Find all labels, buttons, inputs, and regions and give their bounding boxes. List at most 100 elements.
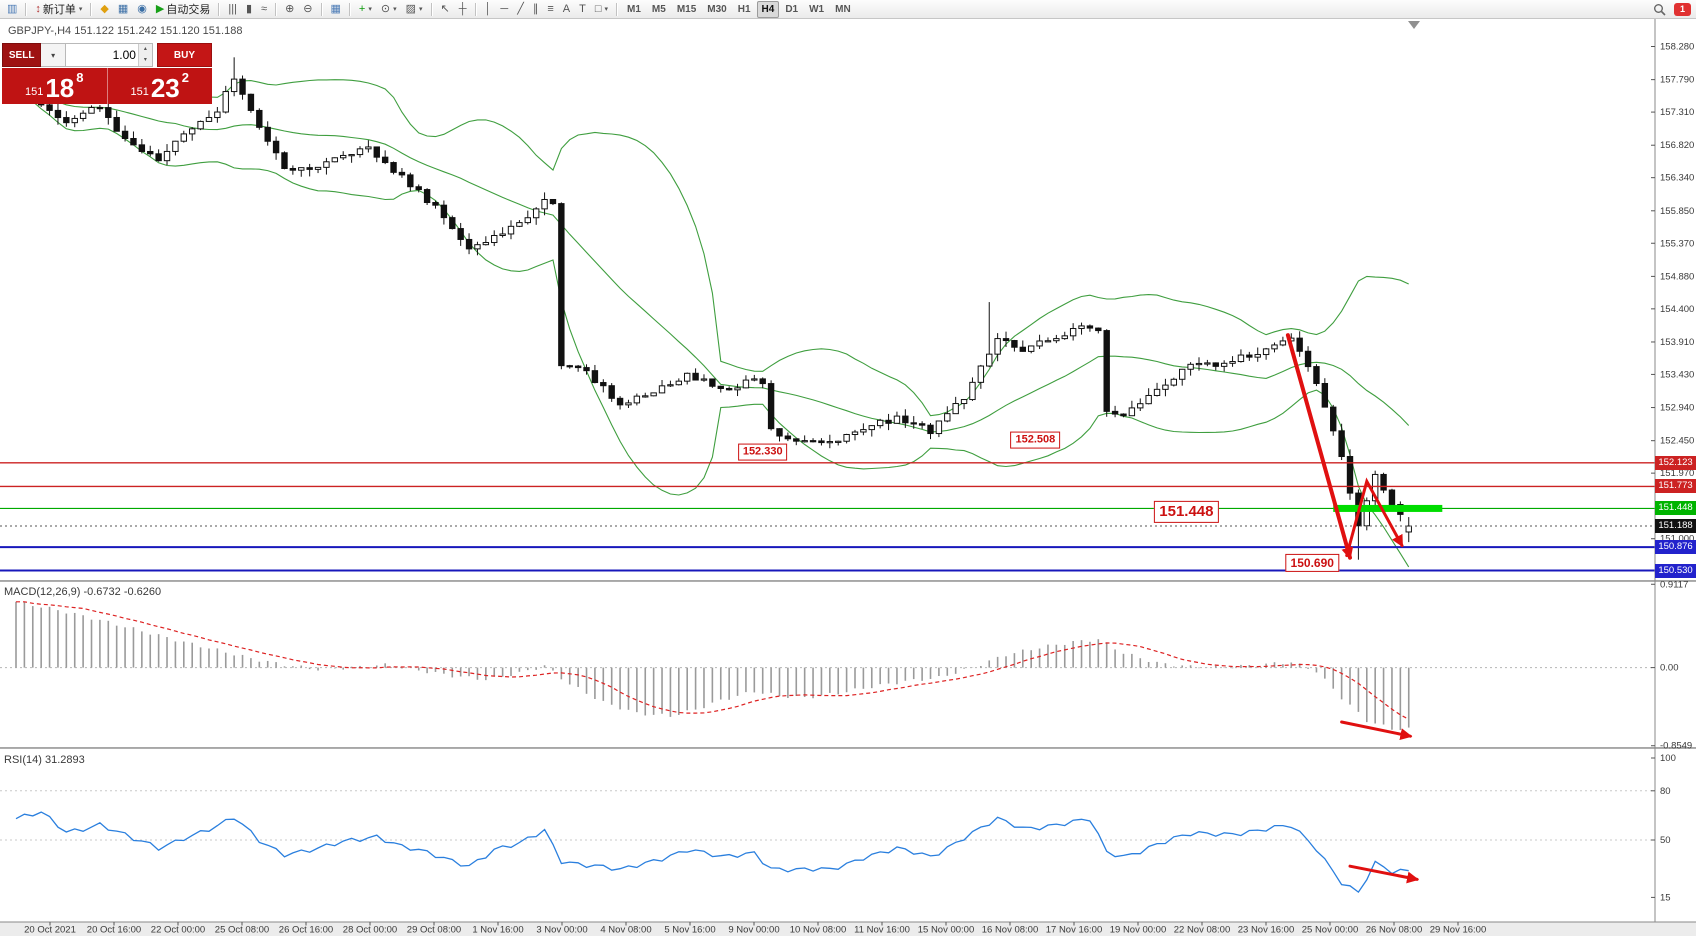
new-chart-icon: ▥ xyxy=(7,2,18,15)
new-chart-button[interactable]: ▥ xyxy=(3,1,21,18)
svg-text:17 Nov 16:00: 17 Nov 16:00 xyxy=(1046,925,1103,936)
fibonacci-button[interactable]: ≡ xyxy=(543,1,557,18)
vertical-line-button[interactable]: │ xyxy=(481,1,496,18)
sell-price-sup: 8 xyxy=(76,70,84,85)
toolbar-separator xyxy=(275,2,278,16)
new-order-button[interactable]: ↕ 新订单 ▾ xyxy=(31,1,86,18)
one-click-trading-panel: SELL ▾ ▴ ▾ BUY 151 18 8 xyxy=(2,43,212,104)
timeframe-m15-button[interactable]: M15 xyxy=(672,1,701,18)
new-order-icon: ↕ xyxy=(35,2,41,15)
candlestick-chart-button[interactable]: ▮ xyxy=(242,1,256,18)
new-order-label: 新订单 xyxy=(42,4,76,16)
crosshair-button[interactable]: ┼ xyxy=(455,1,471,18)
cursor-button[interactable]: ↖ xyxy=(437,1,454,18)
metaeditor-icon: ◆ xyxy=(100,2,109,15)
volume-input[interactable] xyxy=(65,44,138,66)
svg-text:15 Nov 00:00: 15 Nov 00:00 xyxy=(918,925,975,936)
tile-windows-button[interactable]: ▦ xyxy=(327,1,345,18)
shapes-button[interactable]: □ ▾ xyxy=(591,1,612,18)
zoom-in-button[interactable]: ⊕ xyxy=(281,1,298,18)
macd-label: MACD(12,26,9) -0.6732 -0.6260 xyxy=(4,586,162,598)
periods-button[interactable]: ⊙ ▾ xyxy=(377,1,401,18)
time-axis[interactable] xyxy=(0,921,1696,936)
navigator-button[interactable]: ◉ xyxy=(133,1,151,18)
cursor-icon: ↖ xyxy=(440,2,450,15)
text-label-button[interactable]: T xyxy=(575,1,590,18)
metaeditor-button[interactable]: ◆ xyxy=(96,1,112,18)
notification-badge[interactable]: 1 xyxy=(1674,2,1691,16)
price-axis[interactable]: 158.280 157.790 157.310 156.820 156.340 155.8… xyxy=(1651,19,1694,922)
svg-text:4 Nov 08:00: 4 Nov 08:00 xyxy=(600,925,651,936)
svg-text:80: 80 xyxy=(1660,786,1671,797)
time-axis-labels[interactable]: 20 Oct 2021 20 Oct 16:00 22 Oct 00:00 25 Oc… xyxy=(24,922,1486,936)
volume-up-button[interactable]: ▴ xyxy=(138,44,152,55)
timeframe-w1-button[interactable]: W1 xyxy=(804,1,829,18)
svg-text:11 Nov 16:00: 11 Nov 16:00 xyxy=(854,925,910,936)
axis-price-badge: 150.876 xyxy=(1655,540,1696,555)
svg-text:-0.8549: -0.8549 xyxy=(1660,741,1692,752)
timeframe-mn-button[interactable]: MN xyxy=(830,1,856,18)
svg-text:153.430: 153.430 xyxy=(1660,369,1694,380)
market-watch-button[interactable]: ▦ xyxy=(114,1,132,18)
svg-text:154.400: 154.400 xyxy=(1660,304,1694,315)
autotrading-label: 自动交易 xyxy=(166,4,211,16)
toolbar-right: 1 xyxy=(1649,0,1693,19)
svg-text:26 Oct 16:00: 26 Oct 16:00 xyxy=(279,925,333,936)
autotrading-button[interactable]: ▶ 自动交易 xyxy=(152,1,214,18)
svg-text:25 Nov 00:00: 25 Nov 00:00 xyxy=(1302,925,1359,936)
equidistant-channel-button[interactable]: ∥ xyxy=(529,1,543,18)
trendline-button[interactable]: ╱ xyxy=(513,1,528,18)
sell-price[interactable]: 151 18 8 xyxy=(2,68,107,104)
support-zone[interactable] xyxy=(1333,504,1443,512)
svg-text:3 Nov 00:00: 3 Nov 00:00 xyxy=(536,925,587,936)
horizontal-lines[interactable] xyxy=(0,462,1655,572)
svg-text:23 Nov 16:00: 23 Nov 16:00 xyxy=(1238,925,1295,936)
candlesticks xyxy=(12,57,1412,560)
timeframe-m30-button[interactable]: M30 xyxy=(702,1,731,18)
svg-text:156.340: 156.340 xyxy=(1660,173,1694,184)
svg-text:157.790: 157.790 xyxy=(1660,75,1694,86)
text-button[interactable]: A xyxy=(559,1,574,18)
toolbar-separator xyxy=(320,2,323,16)
horizontal-line-button[interactable]: ─ xyxy=(496,1,512,18)
templates-icon: ▨ xyxy=(405,2,416,15)
svg-text:28 Oct 00:00: 28 Oct 00:00 xyxy=(343,925,397,936)
axis-price-badge: 151.773 xyxy=(1655,479,1696,494)
axis-price-badge: 152.123 xyxy=(1655,455,1696,470)
svg-text:155.370: 155.370 xyxy=(1660,238,1694,249)
chevron-down-icon: ▾ xyxy=(419,6,423,13)
svg-text:20 Oct 2021: 20 Oct 2021 xyxy=(24,925,76,936)
panel-separators[interactable] xyxy=(0,580,1696,750)
price-callout[interactable]: 152.508 xyxy=(1010,431,1061,449)
timeframe-d1-button[interactable]: D1 xyxy=(780,1,803,18)
templates-button[interactable]: ▨ ▾ xyxy=(402,1,427,18)
buy-price[interactable]: 151 23 2 xyxy=(106,68,213,104)
timeframe-h1-button[interactable]: H1 xyxy=(733,1,756,18)
chart-search-button[interactable] xyxy=(1649,0,1670,19)
buy-button[interactable]: BUY xyxy=(156,43,212,67)
crosshair-icon: ┼ xyxy=(458,2,467,15)
timeframe-m5-button[interactable]: M5 xyxy=(647,1,671,18)
bar-chart-button[interactable]: ||| xyxy=(224,1,241,18)
svg-text:29 Nov 16:00: 29 Nov 16:00 xyxy=(1430,925,1487,936)
symbol-header: GBPJPY-,H4 151.122 151.242 151.120 151.1… xyxy=(8,25,243,37)
volume-down-button[interactable]: ▾ xyxy=(138,55,152,66)
trend-arrows[interactable] xyxy=(1285,333,1420,884)
price-callout[interactable]: 151.448 xyxy=(1154,500,1219,523)
search-icon xyxy=(1654,3,1666,16)
zoom-in-icon: ⊕ xyxy=(285,2,295,15)
horizontal-line-icon: ─ xyxy=(500,2,509,15)
sell-button[interactable]: SELL xyxy=(2,43,42,67)
line-chart-button[interactable]: ≈ xyxy=(257,1,271,18)
timeframe-m1-button[interactable]: M1 xyxy=(622,1,646,18)
timeframe-h4-button[interactable]: H4 xyxy=(756,0,780,18)
one-click-prices: 151 18 8 151 23 2 xyxy=(2,68,212,104)
price-callout[interactable]: 152.330 xyxy=(737,443,788,461)
zoom-out-button[interactable]: ⊖ xyxy=(299,1,316,18)
indicators-button[interactable]: + ▾ xyxy=(355,1,376,18)
price-callout[interactable]: 150.690 xyxy=(1285,553,1339,573)
order-type-dropdown[interactable]: ▾ xyxy=(41,43,66,67)
axis-price-badge: 151.448 xyxy=(1655,501,1696,516)
chart-shift-marker[interactable] xyxy=(1408,21,1420,29)
